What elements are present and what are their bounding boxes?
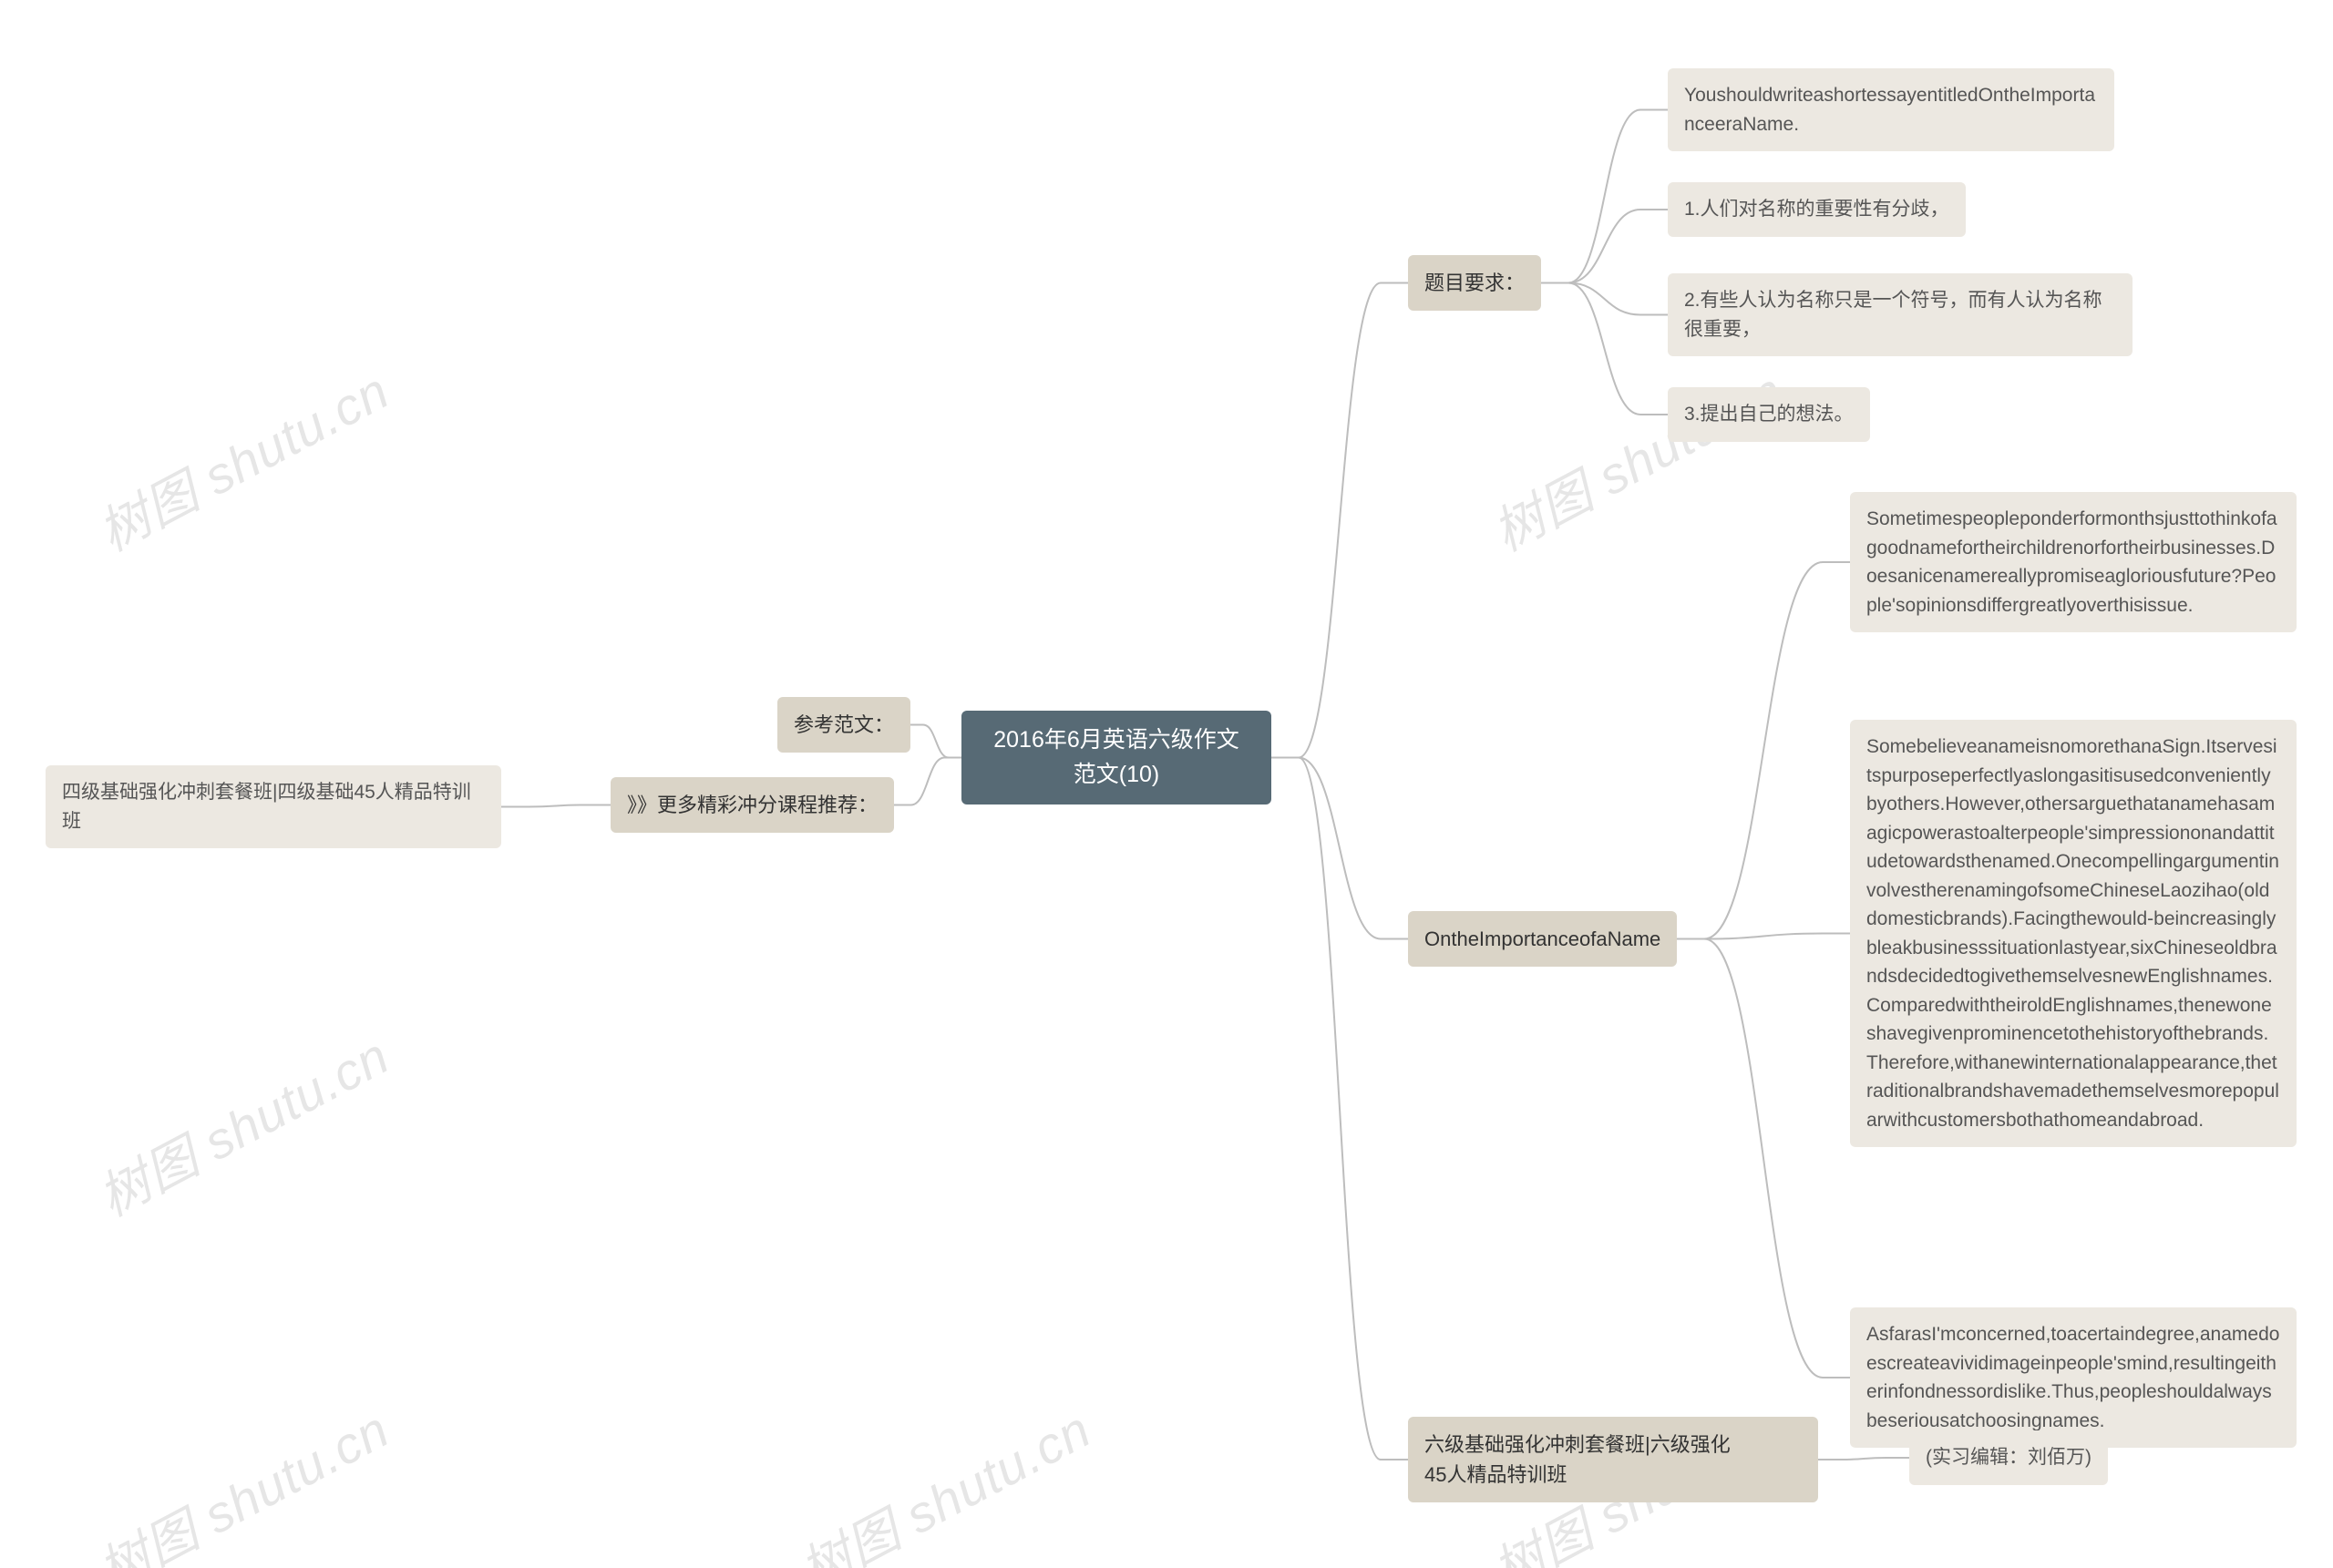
leaf-req-3[interactable]: 3.提出自己的想法。 xyxy=(1668,387,1870,442)
branch-more-courses[interactable]: 》》更多精彩冲分课程推荐： xyxy=(611,777,894,833)
branch-essay-title[interactable]: OntheImportanceofaName xyxy=(1408,911,1677,967)
watermark: 树图 shutu.cn xyxy=(84,351,400,566)
root-node[interactable]: 2016年6月英语六级作文 范文(10) xyxy=(961,711,1271,804)
branch-cet6-line2: 45人精品特训班 xyxy=(1424,1463,1567,1486)
branch-cet6-line1: 六级基础强化冲刺套餐班|六级强化 xyxy=(1424,1433,1731,1456)
leaf-req-1[interactable]: 1.人们对名称的重要性有分歧， xyxy=(1668,182,1966,237)
root-line2: 范文(10) xyxy=(1074,762,1159,787)
leaf-req-essay-prompt[interactable]: YoushouldwriteashortessayentitledOntheIm… xyxy=(1668,68,2114,151)
leaf-editor[interactable]: (实习编辑：刘佰万) xyxy=(1909,1430,2108,1485)
leaf-essay-para2[interactable]: SomebelieveanameisnomorethanaSign.Itserv… xyxy=(1850,720,2297,1147)
mindmap-canvas: 树图 shutu.cn 树图 shutu.cn 树图 shutu.cn 树图 s… xyxy=(0,0,2333,1568)
leaf-req-2[interactable]: 2.有些人认为名称只是一个符号，而有人认为名称很重要， xyxy=(1668,273,2133,356)
watermark: 树图 shutu.cn xyxy=(84,1389,400,1568)
branch-requirements[interactable]: 题目要求： xyxy=(1408,255,1541,311)
branch-reference[interactable]: 参考范文： xyxy=(777,697,910,753)
root-line1: 2016年6月英语六级作文 xyxy=(993,727,1239,753)
branch-cet6-courses[interactable]: 六级基础强化冲刺套餐班|六级强化 45人精品特训班 xyxy=(1408,1417,1818,1502)
watermark: 树图 shutu.cn xyxy=(84,1016,400,1231)
watermark: 树图 shutu.cn xyxy=(1478,351,1794,566)
leaf-cet4-courses[interactable]: 四级基础强化冲刺套餐班|四级基础45人精品特训班 xyxy=(46,765,501,848)
leaf-essay-para3[interactable]: AsfarasI'mconcerned,toacertaindegree,ana… xyxy=(1850,1307,2297,1448)
watermark: 树图 shutu.cn xyxy=(786,1389,1102,1568)
leaf-essay-para1[interactable]: Sometimespeopleponderformonthsjusttothin… xyxy=(1850,492,2297,632)
